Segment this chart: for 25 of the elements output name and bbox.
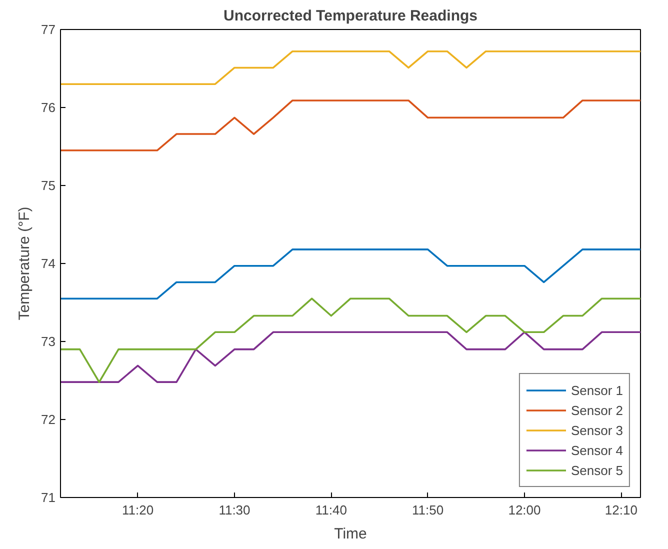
line-series	[60, 331, 640, 383]
legend-label: Sensor 2	[570, 402, 623, 418]
y-tick-label: 77	[41, 22, 56, 37]
legend-label: Sensor 1	[570, 382, 623, 398]
legend-label: Sensor 4	[570, 442, 623, 458]
legend-label: Sensor 3	[570, 422, 623, 438]
x-axis-title: Time	[334, 526, 367, 542]
y-tick-label: 73	[41, 334, 56, 349]
chart-title: Uncorrected Temperature Readings	[224, 8, 478, 24]
line-series	[60, 248, 640, 300]
x-tick-label: 11:40	[315, 502, 347, 518]
x-tick-label: 11:20	[122, 502, 154, 518]
line-series	[60, 298, 640, 383]
x-tick-label: 11:50	[412, 502, 444, 518]
x-tick-label: 11:30	[218, 502, 250, 518]
y-tick-label: 76	[41, 100, 56, 115]
legend-label: Sensor 5	[570, 462, 623, 478]
y-tick-label: 75	[41, 178, 56, 193]
x-tick-label: 12:10	[604, 502, 638, 518]
x-tick-label: 12:00	[508, 502, 541, 518]
line-series	[60, 100, 640, 152]
y-axis-title: Temperature (°F)	[16, 206, 34, 320]
y-tick-label: 72	[41, 412, 56, 427]
y-tick-label: 71	[41, 490, 56, 505]
y-tick-label: 74	[41, 256, 56, 271]
